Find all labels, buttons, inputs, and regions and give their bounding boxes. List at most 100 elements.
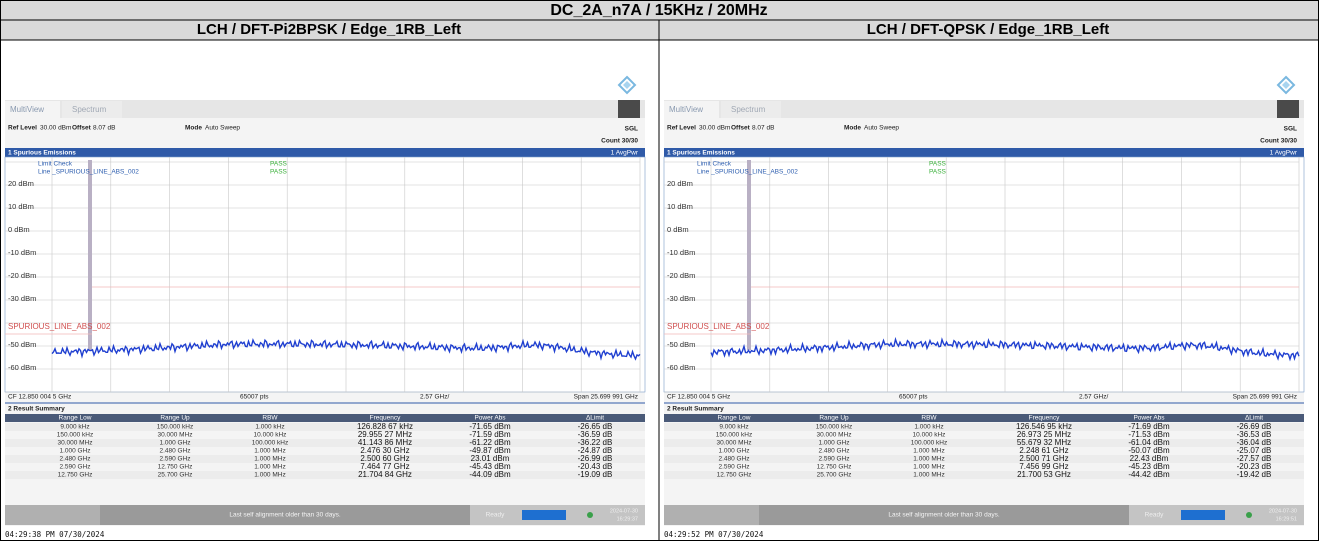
summary-column: Range Low: [718, 415, 751, 422]
summary-column: Power Abs: [474, 415, 506, 422]
summary-cell: 126.828 67 kHz: [357, 422, 413, 431]
summary-cell: 23.01 dBm: [471, 454, 510, 463]
summary-cell: 7.464 77 GHz: [360, 462, 409, 471]
y-axis-label: -10 dBm: [667, 248, 695, 257]
limit-line-label: SPURIOUS_LINE_ABS_002: [667, 322, 770, 331]
summary-column: Range Up: [819, 415, 849, 422]
summary-cell: 1.000 GHz: [159, 440, 190, 447]
summary-row-bg: [664, 471, 1304, 479]
summary-cell: -20.43 dB: [578, 462, 613, 471]
tab-bar: [664, 100, 1304, 118]
limit-check-result: PASS: [929, 161, 947, 168]
summary-cell: 150.000 kHz: [157, 424, 194, 431]
summary-title: 2 Result Summary: [8, 406, 65, 413]
panel-subtitle: LCH / DFT-QPSK / Edge_1RB_Left: [867, 21, 1110, 38]
summary-row-bg: [664, 439, 1304, 447]
limit-line-name: Line _SPURIOUS_LINE_ABS_002: [697, 169, 798, 176]
summary-cell: 12.750 GHz: [58, 472, 93, 479]
window-bar: [664, 148, 1304, 157]
status-message: Last self alignment older than 30 days.: [888, 512, 999, 519]
summary-cell: 10.000 kHz: [254, 432, 287, 439]
limit-line-result: PASS: [270, 169, 288, 176]
setting-value: Auto Sweep: [205, 125, 240, 132]
marker-band: [747, 160, 751, 350]
summary-cell: 1.000 kHz: [255, 424, 284, 431]
limit-check: Limit Check: [697, 161, 732, 168]
summary-cell: 9.000 kHz: [60, 424, 89, 431]
y-axis-label: 0 dBm: [8, 225, 30, 234]
summary-cell: 2.480 GHz: [818, 448, 849, 455]
summary-cell: 1.000 GHz: [718, 448, 749, 455]
summary-cell: 2.500 60 GHz: [360, 454, 409, 463]
summary-cell: -20.23 dB: [1237, 462, 1272, 471]
summary-cell: 55.679 32 MHz: [1017, 438, 1071, 447]
summary-cell: 126.546 95 kHz: [1016, 422, 1072, 431]
summary-cell: 1.000 MHz: [254, 464, 285, 471]
y-axis-label: 10 dBm: [667, 202, 693, 211]
summary-cell: 22.43 dBm: [1130, 454, 1169, 463]
summary-cell: -25.07 dB: [1237, 446, 1272, 455]
span: Span 25.699 991 GHz: [574, 394, 638, 401]
summary-cell: 1.000 MHz: [254, 472, 285, 479]
summary-cell: 2.590 GHz: [818, 456, 849, 463]
summary-cell: 1.000 MHz: [913, 456, 944, 463]
y-axis-label: -20 dBm: [8, 271, 36, 280]
status-message-bg: [100, 505, 470, 525]
summary-row-bg: [5, 423, 645, 431]
summary-cell: 2.476 30 GHz: [360, 446, 409, 455]
tab-bar: [5, 100, 645, 118]
title: DC_2A_n7A / 15KHz / 20MHz: [550, 2, 767, 19]
summary-cell: 100.000 kHz: [252, 440, 289, 447]
status-message-bg: [759, 505, 1129, 525]
setting-value: 8.07 dB: [93, 125, 115, 132]
logo: [617, 75, 637, 95]
summary-cell: -61.04 dBm: [1128, 438, 1170, 447]
summary-row-bg: [664, 423, 1304, 431]
limit-check: Limit Check: [38, 161, 73, 168]
setting-label: Mode: [185, 125, 202, 132]
summary-cell: -61.22 dBm: [469, 438, 511, 447]
summary-cell: 12.750 GHz: [717, 472, 752, 479]
setting-label: Ref Level: [667, 125, 696, 132]
summary-cell: -27.57 dB: [1237, 454, 1272, 463]
sweep-points: 65007 pts: [899, 394, 928, 401]
y-axis-label: 20 dBm: [8, 179, 34, 188]
summary-cell: 2.480 GHz: [718, 456, 749, 463]
summary-cell: 30.000 MHz: [816, 432, 851, 439]
summary-cell: 2.590 GHz: [718, 464, 749, 471]
summary-cell: 1.000 GHz: [818, 440, 849, 447]
y-axis-label: -20 dBm: [667, 271, 695, 280]
tab: [5, 101, 60, 118]
tab-label: Spectrum: [72, 105, 107, 114]
trace-label: 1 AvgPwr: [1270, 150, 1298, 157]
summary-cell: 25.700 GHz: [817, 472, 852, 479]
summary-row-bg: [664, 455, 1304, 463]
summary-cell: -50.07 dBm: [1128, 446, 1170, 455]
network-icon: [1246, 512, 1252, 518]
summary-cell: 30.000 MHz: [57, 440, 92, 447]
summary-cell: -45.43 dBm: [469, 462, 511, 471]
summary-cell: 2.480 GHz: [59, 456, 90, 463]
summary-cell: -26.99 dB: [578, 454, 613, 463]
summary-cell: -44.42 dBm: [1128, 470, 1170, 479]
tab-label: MultiView: [669, 105, 703, 114]
y-axis-label: -30 dBm: [667, 294, 695, 303]
limit-line-label: SPURIOUS_LINE_ABS_002: [8, 322, 111, 331]
timestamp: 04:29:52 PM 07/30/2024: [664, 530, 764, 539]
status: Ready: [486, 512, 506, 519]
summary-cell: 1.000 MHz: [254, 448, 285, 455]
sweep-mode: SGL: [625, 126, 638, 133]
summary-cell: 10.000 kHz: [913, 432, 946, 439]
y-axis-label: -50 dBm: [667, 340, 695, 349]
status-date: 2024-07-30: [610, 508, 638, 514]
summary-column: Frequency: [1029, 415, 1060, 422]
y-axis-label: -10 dBm: [8, 248, 36, 257]
status-date: 2024-07-30: [1269, 508, 1297, 514]
setting-value: 30.00 dBm: [40, 125, 71, 132]
summary-column: Frequency: [370, 415, 401, 422]
panel-subtitle: LCH / DFT-Pi2BPSK / Edge_1RB_Left: [197, 21, 461, 38]
tab: [664, 101, 719, 118]
setting-label: Offset: [72, 125, 92, 132]
summary-cell: -71.65 dBm: [469, 422, 511, 431]
summary-cell: 1.000 MHz: [913, 472, 944, 479]
